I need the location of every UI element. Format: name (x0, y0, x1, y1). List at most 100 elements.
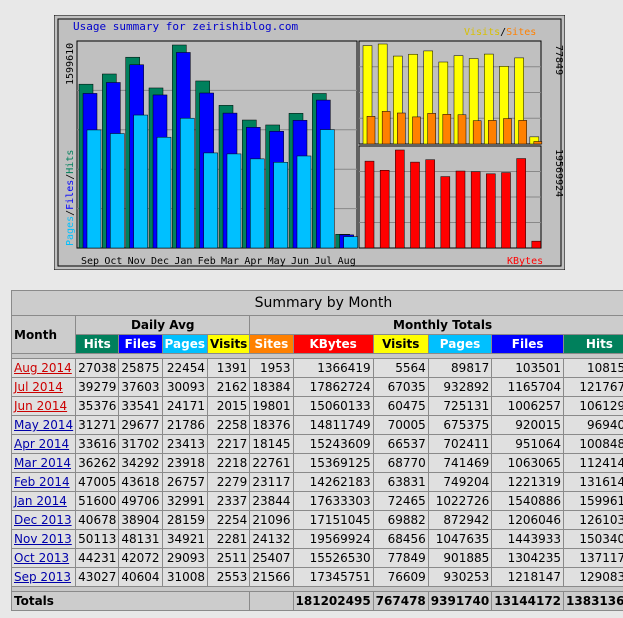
monthly-value-cell: 1124145 (563, 453, 623, 473)
table-row: Dec 2013 40678 38904 28159 2254 21096 17151045… (10, 510, 623, 530)
monthly-value-cell: 66537 (372, 434, 429, 454)
sites-bar (412, 116, 421, 145)
totals-hits: 13831361 (563, 591, 623, 611)
daily-value-cell: 34921 (161, 529, 209, 549)
table-row: Mar 2014 36262 34292 23918 2218 22761 15369125… (10, 453, 623, 473)
kbytes-bar (501, 172, 511, 249)
daily-col-hits: Hits (75, 334, 120, 354)
pages-bar (296, 155, 312, 249)
month-link[interactable]: Aug 2014 (14, 361, 72, 375)
table-row: Aug 2014 27038 25875 22454 1391 1953 1366419 55… (10, 358, 623, 378)
pages-bar (86, 129, 102, 249)
monthly-value-cell: 1316145 (563, 472, 623, 492)
monthly-value-cell: 1599610 (563, 491, 623, 511)
monthly-col-kbytes: KBytes (292, 334, 374, 354)
month-link[interactable]: Nov 2013 (14, 532, 72, 546)
monthly-value-cell: 89817 (427, 358, 493, 378)
legend-hits: Hits (65, 150, 76, 174)
monthly-value-cell: 67035 (372, 377, 429, 397)
monthly-value-cell: 932892 (427, 377, 493, 397)
month-link[interactable]: Feb 2014 (14, 475, 70, 489)
monthly-value-cell: 1540886 (491, 491, 565, 511)
month-tick-label: Apr (244, 256, 262, 267)
month-cell: Aug 2014 (10, 358, 77, 378)
monthly-value-cell: 920015 (491, 415, 565, 435)
monthly-value-cell: 1261033 (563, 510, 623, 530)
monthly-value-cell: 24132 (249, 529, 294, 549)
monthly-value-cell: 749204 (427, 472, 493, 492)
chart-title: Usage summary for zeirishiblog.com (73, 20, 299, 33)
month-cell: Jun 2014 (10, 396, 77, 416)
monthly-value-cell: 69882 (372, 510, 429, 530)
usage-chart-panel: Sep Oct Nov Dec Jan Feb Mar Apr May Jun Jul Aug Usa… (54, 15, 565, 270)
daily-value-cell: 37603 (118, 377, 163, 397)
table-row: Jun 2014 35376 33541 24171 2015 19801 15060133… (10, 396, 623, 416)
pages-bar (343, 236, 358, 249)
daily-value-cell: 21786 (161, 415, 209, 435)
monthly-value-cell: 1221319 (491, 472, 565, 492)
legend-pages: Pages (65, 216, 76, 246)
sites-bar (503, 118, 512, 145)
month-link[interactable]: Mar 2014 (14, 456, 71, 470)
month-header: Month (10, 315, 77, 354)
monthly-value-cell: 76609 (372, 567, 429, 587)
monthly-value-cell: 15526530 (292, 548, 374, 568)
month-link[interactable]: Oct 2013 (14, 551, 70, 565)
daily-value-cell: 35376 (75, 396, 120, 416)
monthly-value-cell: 5564 (372, 358, 429, 378)
month-link[interactable]: Dec 2013 (14, 513, 72, 527)
pages-bar (320, 129, 335, 249)
monthly-value-cell: 951064 (491, 434, 565, 454)
monthly-value-cell: 17345751 (292, 567, 374, 587)
hits-max-label: 1599610 (65, 43, 76, 85)
month-link[interactable]: Apr 2014 (14, 437, 70, 451)
pages-bar (203, 152, 218, 249)
visits-sites-legend: Visits/Sites (464, 27, 536, 38)
daily-value-cell: 31702 (118, 434, 163, 454)
month-link[interactable]: May 2014 (14, 418, 74, 432)
monthly-value-cell: 17151045 (292, 510, 374, 530)
monthly-value-cell: 68456 (372, 529, 429, 549)
month-link[interactable]: Jan 2014 (14, 494, 67, 508)
month-cell: Oct 2013 (10, 548, 77, 568)
month-link[interactable]: Sep 2013 (14, 570, 71, 584)
monthly-totals-header: Monthly Totals (249, 315, 623, 335)
month-link[interactable]: Jun 2014 (14, 399, 68, 413)
month-link[interactable]: Jul 2014 (14, 380, 63, 394)
table-row: Jul 2014 39279 37603 30093 2162 18384 17862724… (10, 377, 623, 397)
daily-value-cell: 38904 (118, 510, 163, 530)
monthly-value-cell: 1063065 (491, 453, 565, 473)
monthly-value-cell: 23844 (249, 491, 294, 511)
daily-value-cell: 40604 (118, 567, 163, 587)
kbytes-bar (379, 169, 390, 249)
kbytes-max-label: 19569924 (553, 149, 564, 197)
daily-value-cell: 32991 (161, 491, 209, 511)
daily-value-cell: 22454 (161, 358, 209, 378)
summary-title: Summary by Month (11, 290, 623, 316)
daily-value-cell: 30093 (161, 377, 209, 397)
kbytes-bar (455, 170, 466, 249)
daily-value-cell: 43618 (118, 472, 163, 492)
daily-value-cell: 2511 (206, 548, 251, 568)
month-tick-label: Jul (314, 256, 332, 267)
legend-sites: Sites (506, 27, 536, 38)
monthly-col-pages: Pages (427, 334, 493, 354)
monthly-value-cell: 1953 (249, 358, 294, 378)
monthly-value-cell: 68770 (372, 453, 429, 473)
daily-value-cell: 40678 (75, 510, 120, 530)
monthly-value-cell: 18145 (249, 434, 294, 454)
monthly-value-cell: 725131 (427, 396, 493, 416)
monthly-value-cell: 15369125 (292, 453, 374, 473)
sites-bar (366, 116, 376, 145)
daily-value-cell: 26757 (161, 472, 209, 492)
daily-value-cell: 34292 (118, 453, 163, 473)
daily-value-cell: 50113 (75, 529, 120, 549)
daily-value-cell: 2218 (206, 453, 251, 473)
kbytes-bar (395, 149, 405, 249)
daily-value-cell: 2162 (206, 377, 251, 397)
pages-bar (133, 114, 148, 249)
month-tick-label: Jun (291, 256, 309, 267)
daily-value-cell: 2258 (206, 415, 251, 435)
month-cell: May 2014 (10, 415, 77, 435)
daily-value-cell: 31271 (75, 415, 120, 435)
